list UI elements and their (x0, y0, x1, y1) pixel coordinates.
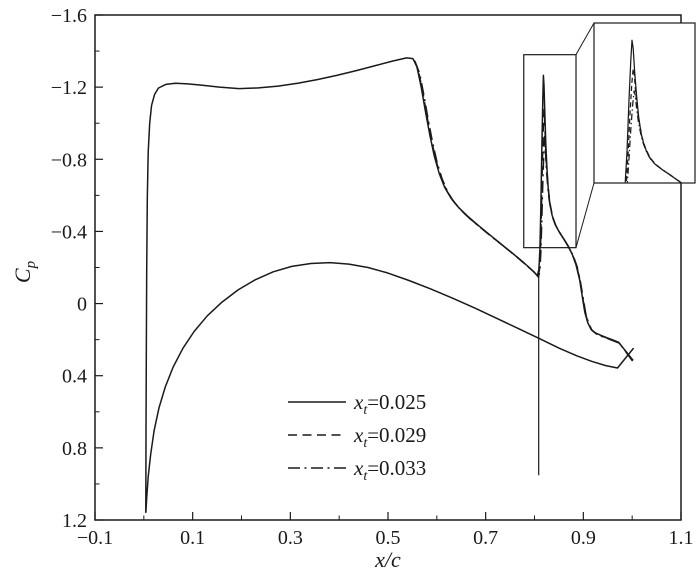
zoom-connector-line-bottom (575, 182, 595, 248)
x-tick-label: 0.9 (571, 527, 596, 549)
axis-labels-group: Cp x/c (10, 260, 401, 572)
y-tick-label: 0.8 (62, 438, 87, 460)
y-tick-label: −1.2 (51, 77, 87, 99)
lower-surface-line (145, 261, 635, 513)
legend-label: xt=0.029 (353, 423, 426, 451)
x-tick-label: 1.1 (669, 527, 694, 549)
y-tick-label: 1.2 (62, 510, 87, 532)
x-axis-label: x/c (374, 547, 401, 572)
legend-label: xt=0.033 (353, 456, 426, 484)
legend-group: xt=0.025 xt=0.029 xt=0.033 (288, 390, 426, 484)
inset-curves (624, 39, 682, 183)
inset-box (593, 22, 696, 184)
series-line-dashdot (414, 60, 634, 362)
y-tick-label: −0.8 (51, 149, 87, 171)
y-axis-label: Cp (10, 260, 39, 283)
x-tick-label: −0.1 (77, 527, 113, 549)
zoom-connectors (575, 22, 595, 248)
axis-ticks: −0.1 0.1 0.3 0.5 0.7 0.9 1.1 −1.6 −1.2 −0.8 −0.4 0 0… (51, 5, 694, 549)
y-tick-label: −0.4 (51, 221, 87, 243)
zoom-source-rect-group (523, 54, 577, 249)
x-tick-label: 0.7 (473, 527, 498, 549)
x-tick-label: 0.5 (376, 527, 401, 549)
x-tick-label: 0.3 (278, 527, 303, 549)
y-tick-label: −1.6 (51, 5, 87, 27)
inset-series-line-dashed (625, 67, 682, 183)
zoom-inset-group (593, 22, 696, 184)
zoom-connector-line-top (575, 22, 595, 55)
x-tick-label: 0.1 (180, 527, 205, 549)
inset-series-line-dashdot (626, 90, 682, 183)
legend-label: xt=0.025 (353, 390, 426, 418)
y-tick-label: 0.4 (62, 366, 87, 388)
series-curves (145, 57, 635, 513)
zoom-source-rect (523, 54, 577, 249)
y-tick-label: 0 (77, 294, 87, 316)
